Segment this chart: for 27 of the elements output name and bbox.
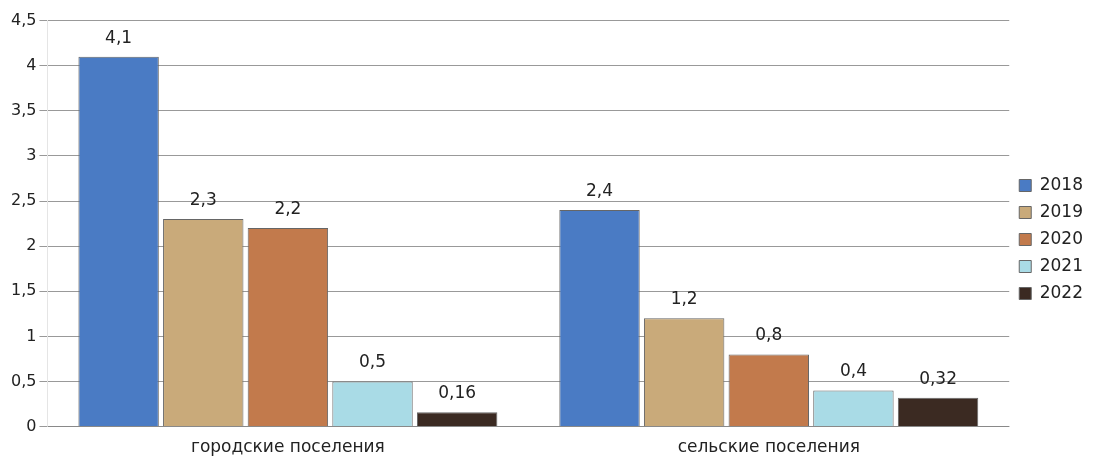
y-tick-label: 1 (26, 325, 37, 345)
legend-label: 2021 (1039, 254, 1083, 275)
y-tick-label: 1,5 (10, 280, 37, 300)
y-tick-label: 4 (26, 54, 37, 74)
data-label: 4,1 (105, 26, 133, 47)
data-label: 0,8 (755, 324, 783, 345)
data-label: 2,3 (189, 189, 217, 210)
legend-label: 2020 (1039, 227, 1083, 248)
data-label: 0,5 (359, 351, 387, 372)
legend-label: 2019 (1039, 200, 1083, 221)
legend-label: 2022 (1039, 281, 1083, 302)
legend-label: 2018 (1039, 173, 1083, 194)
y-tick-label: 2,5 (10, 190, 37, 210)
y-tick-label: 0,5 (10, 370, 37, 390)
y-tick-label: 3,5 (10, 99, 37, 119)
x-tick-label: городские поселения (190, 436, 385, 457)
y-tick-label: 3 (26, 145, 37, 165)
y-tick-label: 0 (26, 415, 37, 435)
y-tick-label: 2 (26, 235, 37, 255)
data-label: 1,2 (670, 288, 698, 309)
data-label: 2,4 (585, 179, 614, 200)
data-label: 2,2 (274, 198, 302, 219)
data-label: 0,16 (438, 382, 477, 403)
data-label: 0,4 (839, 360, 867, 381)
x-tick-label: сельские поселения (677, 436, 860, 457)
y-tick-label: 4,5 (10, 9, 37, 29)
data-label: 0,32 (919, 367, 957, 388)
